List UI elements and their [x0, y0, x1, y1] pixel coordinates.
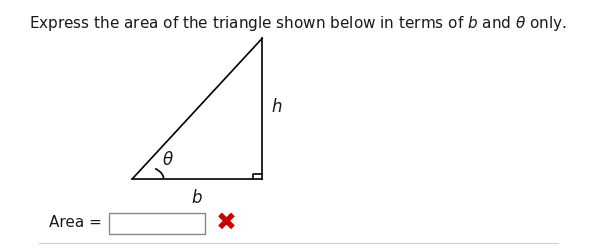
Text: Express the area of the triangle shown below in terms of $b$ and $\theta$ only.: Express the area of the triangle shown b… [29, 14, 568, 33]
Text: $\theta$: $\theta$ [162, 151, 174, 169]
Text: Area =: Area = [50, 215, 102, 231]
Bar [109, 213, 205, 234]
Text: $b$: $b$ [192, 189, 203, 207]
Text: ✖: ✖ [216, 211, 236, 235]
Text: $h$: $h$ [271, 98, 282, 116]
